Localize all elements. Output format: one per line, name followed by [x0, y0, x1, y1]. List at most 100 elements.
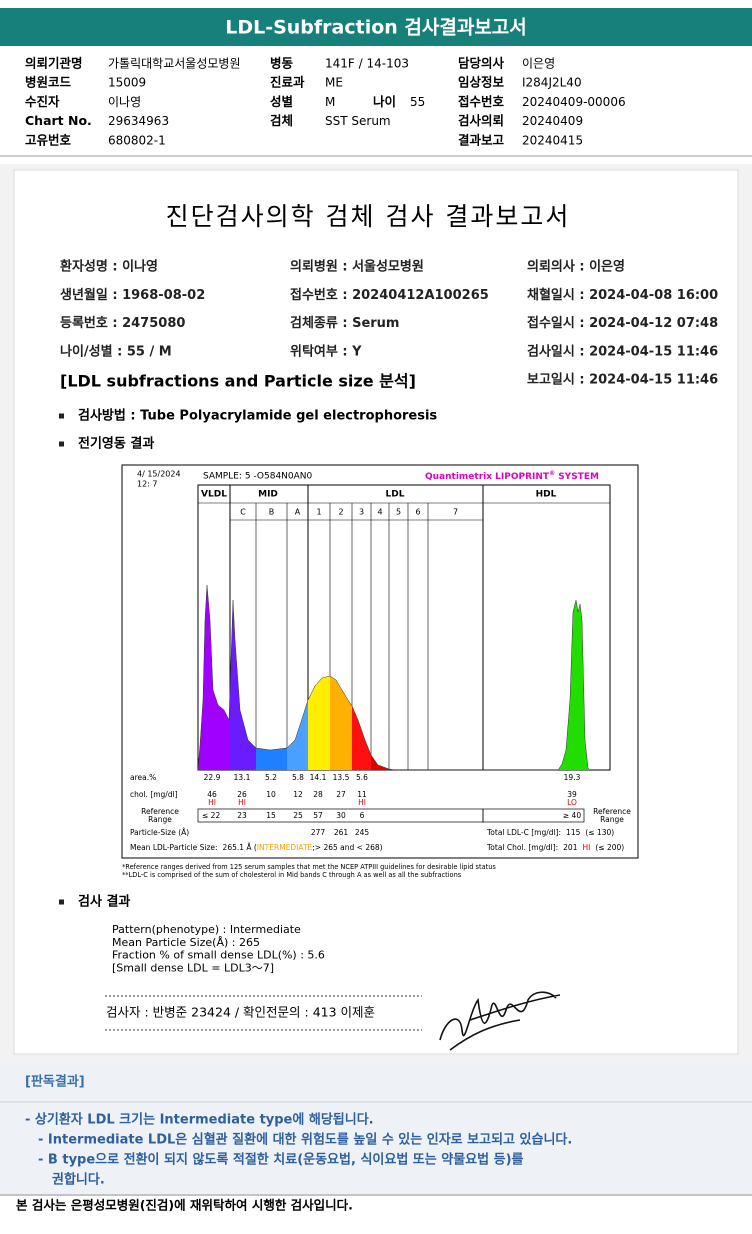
info-label: 담당의사	[458, 56, 505, 71]
info-value: SST Serum	[325, 114, 391, 128]
ref-label: Range	[148, 815, 172, 824]
info-value: 141F / 14-103	[325, 57, 409, 71]
total-chol: Total Chol. [mg/dl]: 201 HI (≤ 200)	[486, 843, 624, 852]
result-line: Pattern(phenotype) : Intermediate	[112, 923, 301, 936]
info-value: I284J2L40	[522, 76, 582, 90]
info-label: 의뢰기관명	[25, 56, 83, 71]
info-value: 20240415	[522, 133, 583, 147]
row-label: Particle-Size (Å)	[130, 828, 189, 837]
chart-brand: Quantimetrix LIPOPRINT® SYSTEM	[425, 470, 599, 482]
info-label: 성별	[270, 94, 293, 109]
interp-heading: [판독결과]	[25, 1074, 85, 1090]
band-label: HDL	[536, 490, 557, 500]
info-label: 임상정보	[458, 75, 505, 90]
result-line: Fraction % of small dense LDL(%) : 5.6	[112, 949, 325, 962]
chol-value: 12	[293, 790, 303, 799]
peak-fill	[330, 676, 352, 770]
ref-value: 30	[336, 811, 346, 820]
bullet-text: 검사 결과	[78, 894, 130, 910]
subband-label: 6	[415, 508, 420, 517]
chol-flag: HI	[358, 798, 366, 807]
brand-part: Quantimetrix LIPOPRINT	[425, 472, 550, 482]
chol-flag: LO	[567, 798, 577, 807]
area-value: 13.1	[234, 773, 251, 782]
info-label: 결과보고	[458, 132, 505, 147]
interp-line: 권합니다.	[52, 1172, 105, 1188]
chart-frame	[121, 464, 639, 859]
ref-label: Reference	[141, 807, 179, 816]
interp-line: - B type으로 전환이 되지 않도록 적절한 치료(운동요법, 식이요법 …	[38, 1152, 524, 1168]
bullet	[59, 899, 64, 905]
total-ldl-part: Total LDL-C [mg/dl]:	[486, 828, 561, 837]
result-line: [Small dense LDL = LDL3～7]	[112, 961, 274, 974]
interp-bg	[0, 1062, 752, 1194]
report-field: 접수일시 : 2024-04-12 07:48	[527, 315, 718, 331]
report-field: 검사일시 : 2024-04-15 11:46	[527, 343, 718, 359]
report-field: 접수번호 : 20240412A100265	[290, 287, 489, 303]
info-value: 29634963	[108, 114, 169, 128]
chart-date: 4/ 15/2024	[137, 470, 181, 479]
info-value: 15009	[108, 76, 146, 90]
peak-fill	[352, 706, 371, 770]
peak-fill	[371, 755, 389, 770]
report-field: 의뢰의사 : 이은영	[527, 259, 625, 275]
info-label: Chart No.	[25, 113, 92, 128]
total-chol-part: (≤ 200)	[595, 843, 624, 852]
report-field: 검체종류 : Serum	[290, 316, 399, 331]
area-value: 19.3	[564, 773, 581, 782]
area-value: 14.1	[310, 773, 327, 782]
row-label: area.%	[130, 773, 156, 782]
report-field: 보고일시 : 2024-04-15 11:46	[527, 373, 718, 388]
peak-fill	[308, 676, 330, 770]
band-label: VLDL	[201, 490, 227, 500]
report-field: 채혈일시 : 2024-04-08 16:00	[527, 287, 718, 303]
subband-label: 3	[359, 508, 364, 517]
report-field: 등록번호 : 2475080	[60, 316, 185, 331]
ref-value: 6	[360, 811, 365, 820]
chart-note: **LDL-C is comprised of the sum of chole…	[122, 871, 462, 879]
info-label: 검체	[270, 113, 293, 128]
chol-value: 46	[207, 790, 217, 799]
header-title: LDL-Subfraction 검사결과보고서	[225, 17, 527, 39]
total-chol-part: HI	[582, 843, 590, 852]
mean-part: INTERMEDIATE	[257, 843, 313, 852]
total-ldl-part: 115	[566, 828, 581, 837]
report-field: 의뢰병원 : 서울성모병원	[290, 259, 424, 275]
chart-sample: SAMPLE: 5 -O584N0AN0	[203, 472, 313, 482]
chart-note: *Reference ranges derived from 125 serum…	[122, 863, 496, 871]
area-value: 5.2	[265, 773, 277, 782]
subband-label: B	[269, 508, 275, 517]
subband-label: 5	[396, 508, 401, 517]
report-subtitle: [LDL subfractions and Particle size 분석]	[60, 372, 416, 391]
chol-flag: HI	[238, 798, 246, 807]
subband-label: 1	[316, 508, 321, 517]
chol-value: 39	[567, 790, 577, 799]
area-value: 5.6	[356, 773, 368, 782]
chol-flag: HI	[208, 798, 216, 807]
footer-text: 본 검사는 은평성모병원(진검)에 재위탁하여 시행한 검사입니다.	[16, 1198, 353, 1213]
mean-part: ;> 265 and < 268)	[312, 843, 382, 852]
peak-fill	[256, 748, 287, 770]
chart-date: 12: 7	[137, 480, 158, 489]
info-label: 고유번호	[25, 132, 72, 147]
ref-value: 25	[293, 811, 303, 820]
chol-value: 27	[336, 790, 346, 799]
total-chol-part: Total Chol. [mg/dl]:	[486, 843, 558, 852]
info-value: M	[325, 95, 335, 109]
subband-label: C	[240, 508, 246, 517]
info-label: 나이	[373, 94, 396, 109]
ref-value: 15	[266, 811, 276, 820]
chol-value: 10	[266, 790, 276, 799]
ref-value: 23	[237, 811, 247, 820]
subband-label: 2	[338, 508, 343, 517]
info-value: 55	[410, 95, 425, 109]
interp-line: - 상기환자 LDL 크기는 Intermediate type에 해당됩니다.	[25, 1112, 374, 1128]
area-value: 22.9	[204, 773, 221, 782]
peak-fill	[483, 600, 590, 770]
bullet	[59, 441, 64, 447]
report-title: 진단검사의학 검체 검사 결과보고서	[166, 202, 571, 231]
subband-label: A	[295, 508, 301, 517]
info-value: 이나영	[108, 95, 141, 109]
